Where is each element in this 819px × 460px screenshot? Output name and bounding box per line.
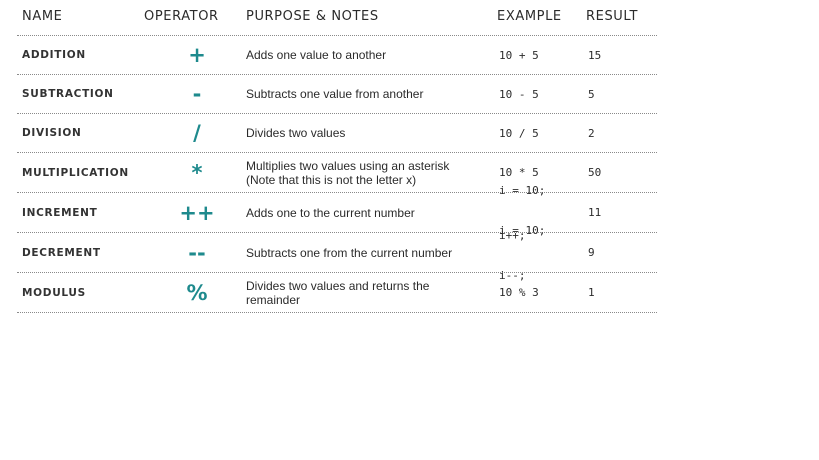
header-result: RESULT <box>586 9 639 24</box>
example-line: i--; <box>499 268 526 282</box>
header-purpose: PURPOSE & NOTES <box>246 9 379 24</box>
table-row: SUBTRACTION - Subtracts one value from a… <box>17 75 657 114</box>
row-purpose: Adds one value to another <box>246 36 486 74</box>
purpose-line: (Note that this is not the letter x) <box>246 172 417 187</box>
row-purpose: Subtracts one value from another <box>246 75 486 113</box>
row-result: 50 <box>588 166 602 179</box>
example-line: 10 + 5 <box>499 48 539 62</box>
table-row: MODULUS % Divides two values and returns… <box>17 273 657 313</box>
purpose-line: Subtracts one value from another <box>246 87 424 101</box>
table-header: NAME OPERATOR PURPOSE & NOTES EXAMPLE RE… <box>17 0 657 36</box>
row-name: MULTIPLICATION <box>22 166 129 179</box>
purpose-line: remainder <box>246 292 301 307</box>
row-purpose: Divides two values and returns the remai… <box>246 273 486 312</box>
row-operator: + <box>188 43 206 67</box>
row-operator: - <box>192 82 202 106</box>
row-operator: % <box>186 280 208 305</box>
example-line: 10 * 5 <box>499 166 539 179</box>
row-example: 10 - 5 <box>499 75 539 113</box>
example-line: i = 10; <box>499 223 546 237</box>
row-example: 10 / 5 <box>499 114 539 152</box>
row-name: SUBTRACTION <box>22 88 114 100</box>
example-line: i++; <box>499 228 526 242</box>
row-purpose: Subtracts one from the current number <box>246 233 486 272</box>
row-name: DECREMENT <box>22 246 101 259</box>
row-result: 5 <box>588 87 595 101</box>
purpose-line: Adds one value to another <box>246 48 387 62</box>
row-name: ADDITION <box>22 49 86 61</box>
row-result: 1 <box>588 286 595 299</box>
purpose-line: Divides two values and returns the <box>246 278 430 293</box>
row-purpose: Multiplies two values using an asterisk … <box>246 153 486 192</box>
example-line: 10 % 3 <box>499 286 539 299</box>
row-example: i = 10; i++; <box>499 184 552 242</box>
row-example: 10 * 5 <box>499 153 539 192</box>
row-operator: -- <box>188 240 206 265</box>
table-row: INCREMENT ++ Adds one to the current num… <box>17 184 657 242</box>
row-name: MODULUS <box>22 286 86 299</box>
example-line: i = 10; <box>499 183 546 197</box>
row-example: 10 + 5 <box>499 36 539 74</box>
row-purpose: Adds one to the current number <box>246 193 486 232</box>
table-row: DIVISION / Divides two values 10 / 5 2 <box>17 114 657 153</box>
row-result: 11 <box>588 206 602 219</box>
row-example: i = 10; i--; <box>499 224 552 282</box>
purpose-line: Divides two values <box>246 126 346 140</box>
purpose-line: Adds one to the current number <box>246 205 415 220</box>
purpose-line: Multiplies two values using an asterisk <box>246 158 450 173</box>
row-operator: ++ <box>179 200 215 225</box>
row-name: INCREMENT <box>22 206 98 219</box>
table-row: ADDITION + Adds one value to another 10 … <box>17 36 657 75</box>
example-line: 10 - 5 <box>499 87 539 101</box>
row-purpose: Divides two values <box>246 114 486 152</box>
header-name: NAME <box>22 9 63 24</box>
row-operator: / <box>193 121 201 145</box>
table-row: DECREMENT -- Subtracts one from the curr… <box>17 224 657 282</box>
table-row: MULTIPLICATION * Multiplies two values u… <box>17 153 657 193</box>
header-operator: OPERATOR <box>144 9 219 24</box>
purpose-line: Subtracts one from the current number <box>246 245 453 260</box>
row-name: DIVISION <box>22 127 82 139</box>
row-result: 2 <box>588 126 595 140</box>
row-result: 9 <box>588 246 595 259</box>
example-line: 10 / 5 <box>499 126 539 140</box>
header-example: EXAMPLE <box>497 9 562 24</box>
row-operator: * <box>191 160 203 185</box>
operators-table: NAME OPERATOR PURPOSE & NOTES EXAMPLE RE… <box>17 0 657 313</box>
row-example: 10 % 3 <box>499 273 539 312</box>
row-result: 15 <box>588 48 602 62</box>
